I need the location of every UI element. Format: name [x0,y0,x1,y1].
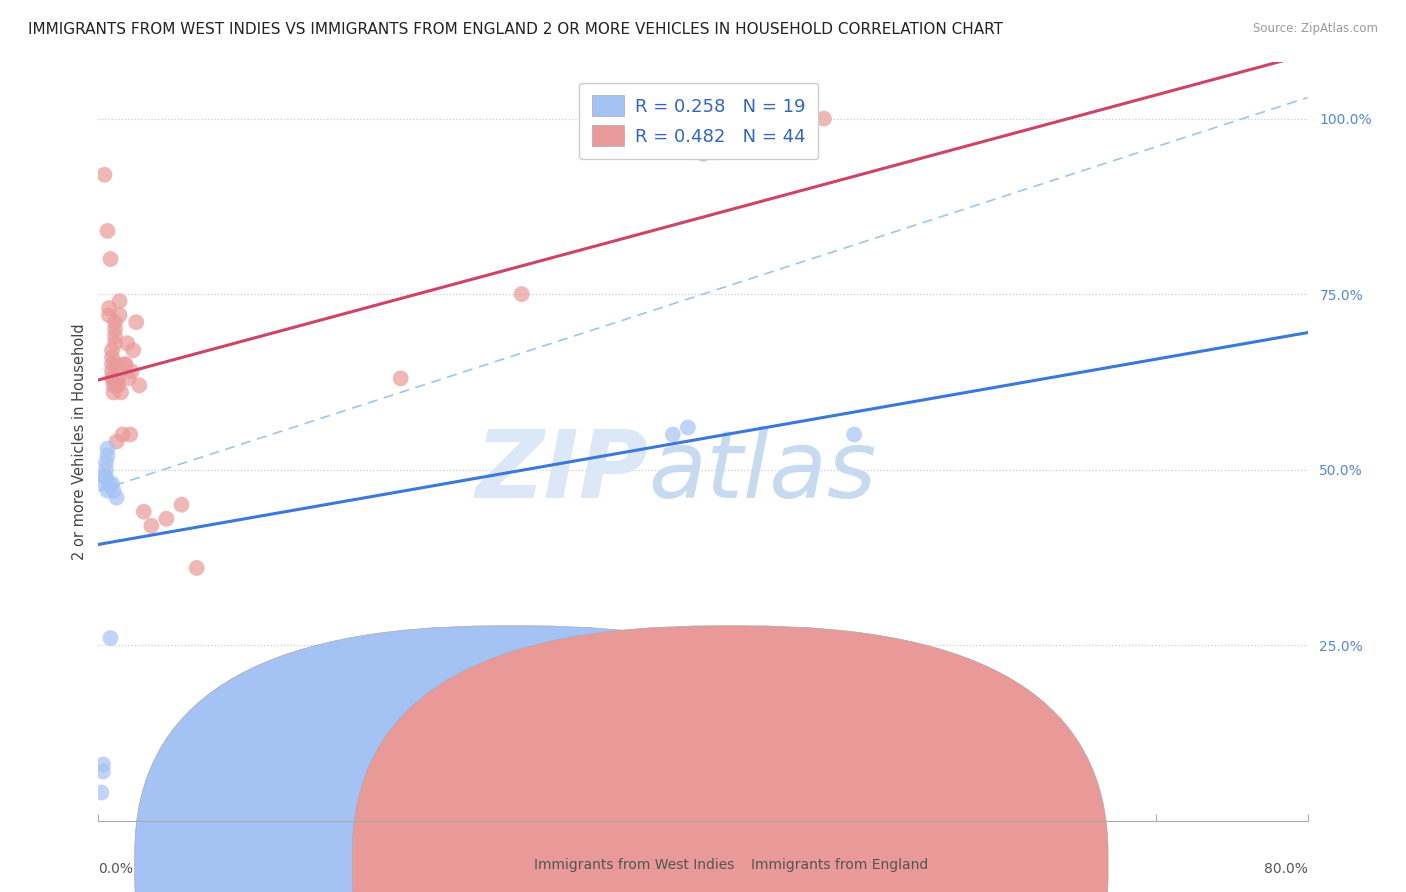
Point [132,505,155,519]
Point [115,336,138,351]
FancyBboxPatch shape [353,626,1108,892]
Point [170,498,193,512]
Point [105,357,128,371]
Point [121,364,143,378]
Text: Immigrants from England: Immigrants from England [751,858,928,872]
Point [93,469,115,483]
Point [107,378,129,392]
Point [128,378,150,392]
Point [103,371,125,385]
Point [661,427,683,442]
Point [101,351,124,365]
Point [389,371,412,385]
Point [103,483,125,498]
Point [104,329,127,343]
Text: ZIP: ZIP [475,425,648,518]
Point [105,491,128,505]
Point [96,483,118,498]
Point [105,378,128,392]
Point [110,385,132,400]
Point [141,518,163,533]
Point [100,631,122,645]
Point [98,476,121,491]
Point [107,371,129,385]
Point [125,315,148,329]
Point [94,469,117,483]
FancyBboxPatch shape [135,626,890,892]
Point [104,315,127,329]
Point [104,336,127,351]
Point [186,561,208,575]
Point [105,434,128,449]
Point [510,287,533,301]
Y-axis label: 2 or more Vehicles in Household: 2 or more Vehicles in Household [72,323,87,560]
Text: 0.0%: 0.0% [98,863,134,876]
Point [100,252,122,266]
Text: Source: ZipAtlas.com: Source: ZipAtlas.com [1253,22,1378,36]
Point [94,462,117,476]
Point [103,385,125,400]
Point [118,371,141,385]
Text: atlas: atlas [648,426,877,517]
Point [676,420,699,434]
Point [844,427,866,442]
Point [122,343,145,358]
Point [111,427,134,442]
Point [101,371,124,385]
Point [91,757,114,772]
Point [93,168,115,182]
Point [108,294,131,309]
Point [103,378,125,392]
Point [96,442,118,456]
Point [813,112,835,126]
Point [101,364,124,378]
Point [112,357,135,371]
Text: IMMIGRANTS FROM WEST INDIES VS IMMIGRANTS FROM ENGLAND 2 OR MORE VEHICLES IN HOU: IMMIGRANTS FROM WEST INDIES VS IMMIGRANT… [28,22,1002,37]
Point [101,343,124,358]
Point [98,308,121,322]
Point [104,322,127,336]
Point [96,449,118,463]
Text: 80.0%: 80.0% [1264,863,1308,876]
Point [96,224,118,238]
Point [90,786,112,800]
Point [94,456,117,470]
Point [120,427,142,442]
Point [91,764,114,779]
Point [98,301,121,315]
Point [93,476,115,491]
Point [155,512,177,526]
Legend: R = 0.258   N = 19, R = 0.482   N = 44: R = 0.258 N = 19, R = 0.482 N = 44 [579,83,818,159]
Point [108,308,131,322]
Text: Immigrants from West Indies: Immigrants from West Indies [534,858,734,872]
Point [114,357,136,371]
Point [101,357,124,371]
Point [692,146,714,161]
Point [101,476,124,491]
